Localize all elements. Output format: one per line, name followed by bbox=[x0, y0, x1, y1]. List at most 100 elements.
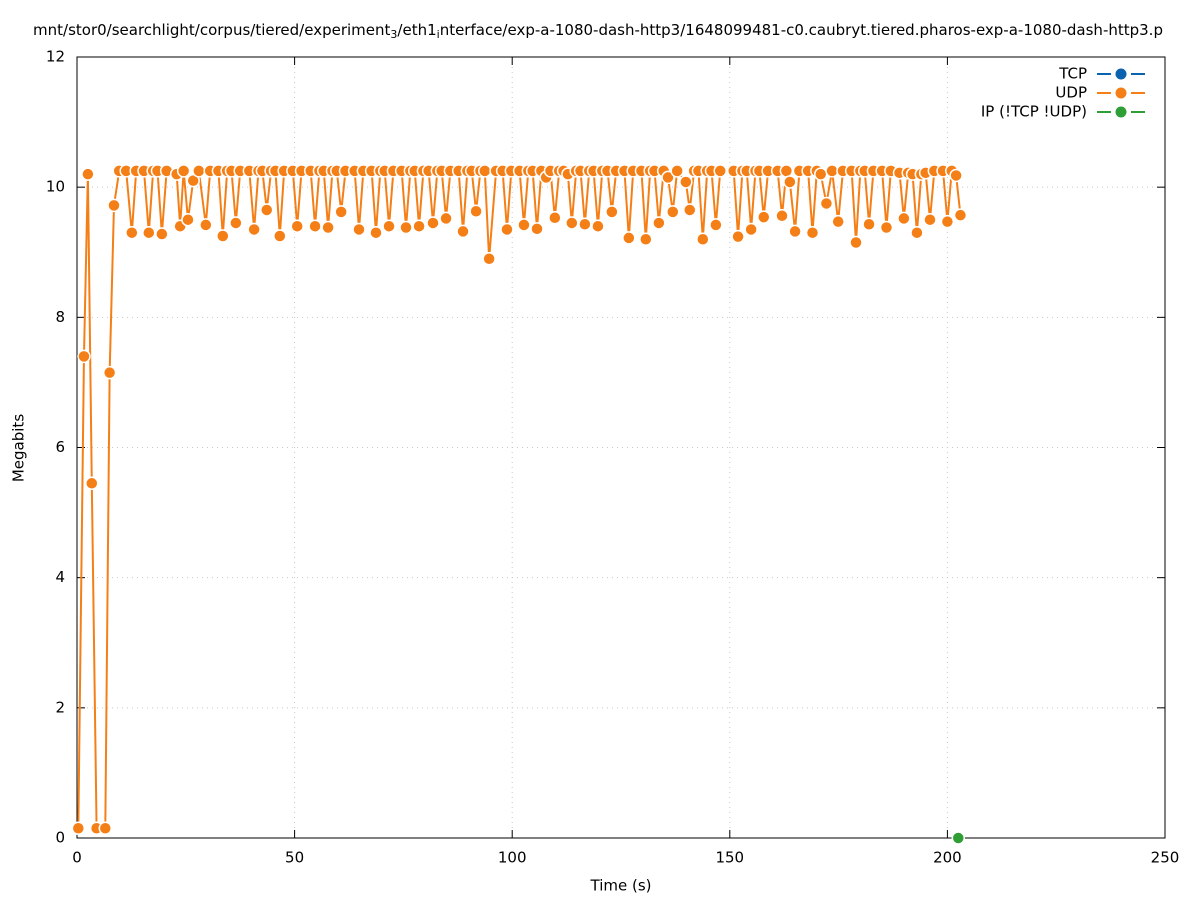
x-tick-label: 50 bbox=[285, 849, 304, 867]
data-point bbox=[713, 164, 727, 178]
data-point bbox=[565, 216, 579, 230]
data-point bbox=[478, 164, 492, 178]
data-point bbox=[591, 219, 605, 233]
data-point bbox=[879, 220, 894, 235]
data-point bbox=[369, 225, 383, 240]
x-tick-label: 150 bbox=[715, 849, 744, 867]
data-point bbox=[670, 164, 684, 178]
y-tick-label: 0 bbox=[55, 829, 65, 847]
plot-frame bbox=[76, 56, 1166, 839]
data-point bbox=[923, 212, 937, 227]
data-point bbox=[186, 173, 200, 188]
data-point bbox=[517, 218, 531, 232]
y-tick-label: 2 bbox=[55, 698, 65, 716]
data-point bbox=[216, 229, 230, 243]
title-part: i bbox=[437, 28, 440, 41]
data-point bbox=[744, 222, 758, 237]
data-point bbox=[98, 821, 113, 835]
data-point bbox=[399, 220, 413, 235]
data-point bbox=[192, 164, 206, 178]
data-point bbox=[107, 198, 121, 213]
legend-marker bbox=[1115, 68, 1127, 80]
data-point bbox=[426, 216, 440, 230]
data-point bbox=[125, 225, 139, 240]
data-point bbox=[709, 218, 723, 232]
data-point bbox=[155, 227, 169, 241]
data-point bbox=[142, 225, 156, 240]
title-part: nterface/exp-a-1080-dash-http3/164809948… bbox=[440, 21, 1163, 39]
data-point bbox=[814, 167, 828, 181]
data-point bbox=[788, 224, 802, 239]
series-line bbox=[77, 167, 962, 830]
legend-marker bbox=[1115, 87, 1127, 99]
data-point bbox=[696, 232, 710, 246]
data-point bbox=[622, 231, 636, 245]
data-point bbox=[949, 168, 963, 183]
data-point bbox=[779, 164, 794, 178]
data-point bbox=[334, 205, 348, 219]
x-tick-label: 250 bbox=[1151, 849, 1180, 867]
data-point bbox=[775, 209, 789, 223]
data-point bbox=[352, 222, 366, 237]
y-tick-label: 4 bbox=[55, 568, 65, 586]
data-point bbox=[176, 164, 191, 178]
data-point bbox=[862, 217, 876, 232]
legend-label: UDP bbox=[1055, 84, 1087, 102]
data-point bbox=[731, 229, 745, 244]
data-point bbox=[639, 232, 653, 246]
x-tick-label: 200 bbox=[933, 849, 962, 867]
data-point bbox=[661, 170, 675, 185]
data-point bbox=[940, 214, 955, 229]
data-point bbox=[77, 349, 91, 364]
data-point bbox=[273, 229, 287, 243]
data-point bbox=[849, 235, 863, 250]
data-point bbox=[85, 476, 99, 491]
x-tick-label: 100 bbox=[498, 849, 527, 867]
data-point bbox=[382, 219, 396, 233]
data-point bbox=[308, 219, 322, 233]
data-point bbox=[500, 222, 514, 237]
data-point bbox=[259, 203, 274, 217]
data-point bbox=[831, 214, 845, 229]
data-point bbox=[910, 225, 924, 240]
data-point bbox=[81, 167, 95, 181]
data-point bbox=[605, 205, 619, 219]
data-point bbox=[805, 225, 820, 240]
data-point bbox=[652, 216, 666, 230]
legend-label: IP (!TCP !UDP) bbox=[981, 103, 1087, 121]
data-point bbox=[819, 196, 834, 211]
data-point bbox=[897, 211, 911, 226]
legend-label: TCP bbox=[1058, 65, 1087, 83]
data-point bbox=[469, 204, 483, 218]
data-point bbox=[290, 219, 304, 233]
y-tick-label: 10 bbox=[46, 178, 65, 196]
y-tick-label: 6 bbox=[55, 438, 65, 456]
x-tick-label: 0 bbox=[72, 849, 82, 867]
y-axis-label: Megabits bbox=[10, 414, 28, 482]
data-point bbox=[102, 365, 117, 380]
data-point bbox=[456, 224, 470, 239]
data-point bbox=[321, 220, 335, 235]
data-point bbox=[247, 222, 261, 237]
data-point bbox=[666, 205, 680, 219]
data-point bbox=[412, 219, 426, 233]
data-point bbox=[71, 821, 86, 835]
data-point bbox=[756, 210, 771, 224]
title-part: 3 bbox=[390, 28, 397, 41]
data-point bbox=[482, 252, 496, 266]
data-point bbox=[181, 212, 195, 227]
legend-marker bbox=[1115, 106, 1127, 118]
title-part: /eth1 bbox=[397, 21, 436, 39]
data-point bbox=[229, 216, 243, 230]
y-tick-label: 8 bbox=[55, 308, 65, 326]
data-point bbox=[548, 211, 562, 225]
data-point bbox=[951, 831, 966, 845]
data-point bbox=[578, 217, 592, 232]
data-point bbox=[953, 208, 968, 222]
y-tick-label: 12 bbox=[46, 48, 65, 66]
data-point bbox=[783, 175, 797, 189]
x-axis-label: Time (s) bbox=[590, 877, 652, 895]
chart-title: mnt/stor0/searchlight/corpus/tiered/expe… bbox=[33, 21, 1163, 42]
